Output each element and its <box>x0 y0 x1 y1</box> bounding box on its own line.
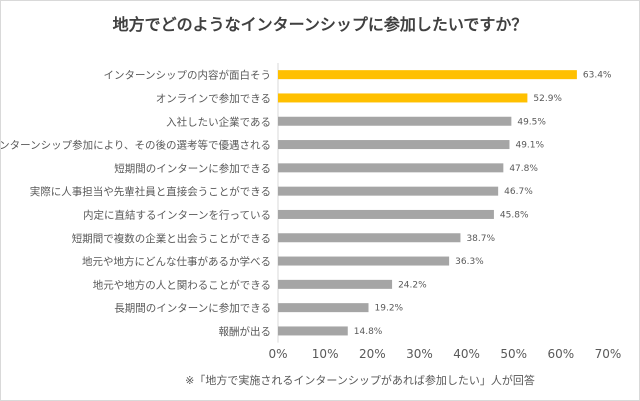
bar <box>278 279 393 289</box>
category-label: 短期間で複数の企業と出会うことができる <box>72 232 271 245</box>
category-label: 地元や地方にどんな仕事があるか学べる <box>82 255 271 268</box>
data-label: 24.2% <box>398 280 427 290</box>
x-tick-label: 40% <box>453 347 480 361</box>
data-label: 47.8% <box>509 164 538 174</box>
bar <box>278 303 369 313</box>
category-label: 長期間のインターンに参加できる <box>114 302 271 315</box>
bar <box>278 209 494 219</box>
data-label: 52.9% <box>533 94 562 104</box>
category-label: 実際に人事担当や先輩社員と直接会うことができる <box>30 185 271 198</box>
x-tick-label: 50% <box>500 347 527 361</box>
category-label: 入社したい企業である <box>166 115 271 128</box>
category-label: 報酬が出る <box>219 325 272 338</box>
x-tick-label: 0% <box>268 347 287 361</box>
data-label: 45.8% <box>500 210 529 220</box>
data-label: 36.3% <box>455 257 484 267</box>
data-label: 46.7% <box>504 187 533 197</box>
category-label: 地元や地方の人と関わることができる <box>93 278 271 291</box>
data-label: 49.1% <box>515 141 544 151</box>
category-label: 短期間のインターンに参加できる <box>114 162 271 175</box>
bar <box>278 93 528 103</box>
bar <box>278 186 499 196</box>
category-label: 内定に直結するインターンを行っている <box>83 208 271 221</box>
bar <box>278 256 450 266</box>
footnote: ※「地方で実施されるインターンシップがあれば参加したい」人が回答 <box>185 374 535 387</box>
data-label: 63.4% <box>583 71 612 81</box>
bar <box>278 163 504 173</box>
data-label: 49.5% <box>517 117 546 127</box>
category-label: オンラインで参加できる <box>156 92 271 105</box>
x-tick-label: 20% <box>359 347 386 361</box>
category-label: インターンシップ参加により、その後の選考等で優遇される <box>1 139 271 152</box>
x-tick-label: 70% <box>595 347 622 361</box>
bar <box>278 70 577 80</box>
data-label: 19.2% <box>375 304 404 314</box>
data-label: 14.8% <box>354 327 383 337</box>
category-label: インターンシップの内容が面白そう <box>104 69 271 82</box>
x-tick-label: 60% <box>548 347 575 361</box>
bar <box>278 140 510 150</box>
bar <box>278 233 461 243</box>
bar <box>278 326 348 336</box>
data-label: 38.7% <box>466 234 495 244</box>
x-tick-label: 10% <box>312 347 339 361</box>
bar <box>278 116 512 126</box>
chart-title: 地方でどのようなインターンシップに参加したいですか？ <box>112 15 528 34</box>
x-tick-label: 30% <box>406 347 433 361</box>
